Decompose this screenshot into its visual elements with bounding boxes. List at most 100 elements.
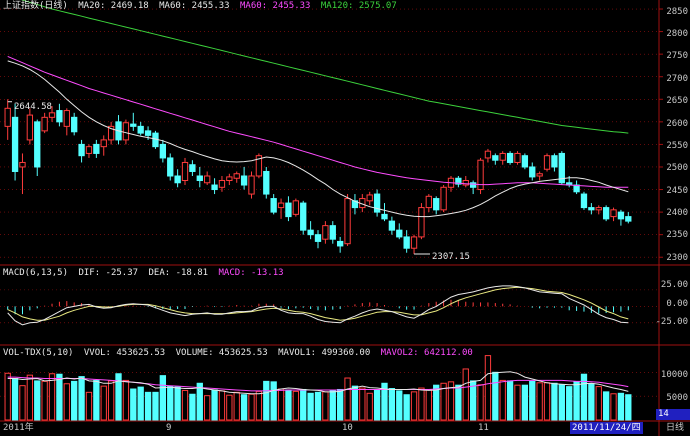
volume-bar [625, 394, 632, 421]
x-label-year: 2011年 [3, 423, 34, 433]
candle-body [425, 195, 432, 209]
price-tick: 2550 [666, 141, 688, 151]
volume-bar [359, 387, 366, 421]
volume-bar [558, 384, 565, 421]
dea-readout: DEA: -18.81 [148, 268, 209, 278]
volume-bar [240, 394, 248, 421]
x-label-oct: 10 [342, 423, 353, 433]
x-label-sep: 9 [166, 423, 172, 433]
candle-body [477, 159, 484, 191]
volume-bar [396, 390, 403, 421]
volume-bar [322, 391, 329, 421]
volume-bar [78, 376, 85, 421]
candle-body [285, 202, 292, 218]
candle-body [137, 125, 144, 134]
volume-bar [292, 390, 299, 421]
price-tick: 2450 [666, 186, 688, 196]
volume-bar [595, 386, 602, 421]
candle-body [329, 225, 336, 240]
candle-body [240, 175, 248, 186]
mavol1-line [7, 371, 629, 395]
volume-bar [477, 384, 484, 421]
macd-panel-header: MACD(6,13,5) DIF: -25.37 DEA: -18.81 MAC… [3, 268, 289, 279]
volume-bar [543, 382, 551, 421]
ma120-line [20, 0, 629, 134]
volume-bar [11, 378, 19, 421]
volume-bar [100, 385, 107, 421]
ma20-readout: MA20: 2469.18 [78, 1, 149, 11]
candle-body [300, 202, 307, 231]
candle-body [314, 234, 322, 242]
candle-body [396, 229, 403, 238]
candle-body [93, 143, 100, 154]
candle-body [189, 164, 196, 172]
volume-bar [329, 390, 336, 421]
vol-unit-badge: 14 [656, 409, 690, 420]
high-price-label: 2644.58 [14, 102, 52, 112]
volume-bar [580, 373, 588, 421]
macd-panel[interactable] [7, 285, 629, 326]
candle-body [595, 207, 602, 211]
volume-bar [48, 373, 56, 421]
volume-bar [63, 383, 70, 421]
volume-bar [277, 388, 285, 421]
volume-bar [255, 390, 263, 421]
candle-body [469, 182, 477, 188]
candle-body [4, 107, 11, 127]
volume-panel[interactable] [4, 355, 632, 421]
macd-tick: 25.00 [660, 280, 688, 290]
candle-body [19, 161, 26, 168]
volume-bar [351, 385, 359, 421]
volume-bar [514, 384, 521, 421]
candle-body [499, 152, 506, 161]
candle-body [484, 150, 492, 159]
candle-body [85, 146, 93, 154]
volume-bar [506, 380, 514, 421]
candle-body [462, 180, 469, 186]
dif-readout: DIF: -25.37 [78, 268, 139, 278]
macd-tick: 0.00 [666, 299, 688, 309]
ma120-readout: MA120: 2575.07 [320, 1, 397, 11]
volume-bar [263, 380, 270, 421]
volume-bar [440, 382, 447, 421]
candle-body [174, 175, 181, 184]
candle-body [204, 175, 211, 184]
volume-readout: VOLUME: 453625.53 [175, 348, 268, 358]
volume-bar [181, 389, 189, 421]
candle-body [381, 213, 388, 220]
volume-bar [122, 379, 130, 421]
candle-body [506, 152, 514, 163]
volume-bar [617, 392, 625, 421]
volume-bar [226, 394, 233, 421]
volume-bar [499, 379, 506, 421]
volume-bar [26, 374, 34, 421]
candle-body [307, 229, 314, 236]
price-tick: 2850 [666, 7, 688, 17]
volume-panel-header: VOL-TDX(5,10) VVOL: 453625.53 VOLUME: 45… [3, 348, 478, 359]
low-price-label: 2307.15 [432, 252, 470, 262]
volume-bar [107, 380, 115, 421]
volume-bar [462, 368, 469, 421]
volume-bar [425, 388, 432, 421]
volume-bar [270, 381, 277, 421]
candle-body [410, 236, 418, 249]
price-panel[interactable] [4, 0, 632, 255]
volume-bar [373, 389, 381, 421]
volume-bar [469, 380, 477, 421]
volume-bar [529, 380, 536, 421]
volume-bar [167, 386, 174, 421]
candle-body [558, 152, 565, 184]
candle-body [455, 177, 462, 185]
candle-body [418, 207, 425, 238]
price-tick: 2800 [666, 29, 688, 39]
volume-bar [218, 390, 226, 421]
volume-bar [455, 384, 462, 421]
candle-body [226, 176, 233, 182]
volume-bar [610, 393, 617, 421]
candle-body [41, 116, 48, 132]
volume-bar [300, 388, 307, 421]
volume-bar [536, 382, 543, 421]
volume-bar [551, 382, 558, 421]
candle-body [388, 220, 396, 231]
